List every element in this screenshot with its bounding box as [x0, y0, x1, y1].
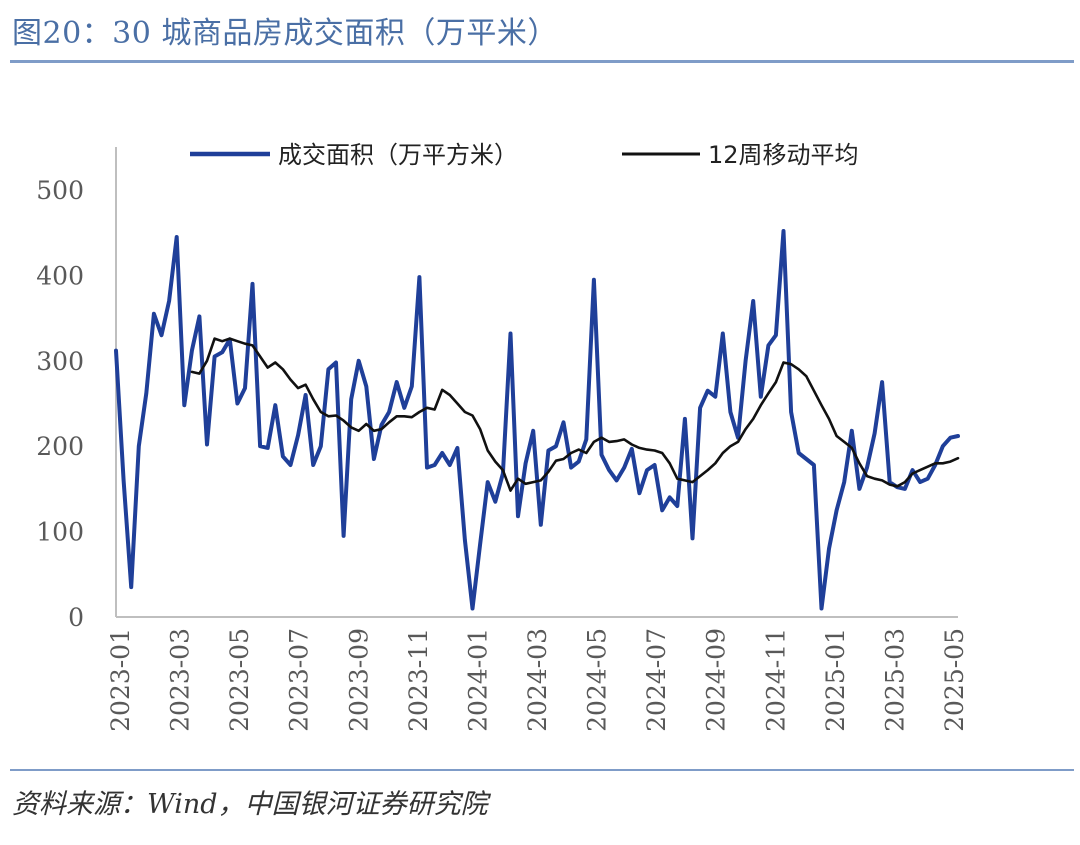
x-tick-label: 2024-07 [642, 628, 671, 732]
legend-label: 12周移动平均 [708, 141, 859, 169]
x-tick-label: 2024-03 [523, 628, 552, 732]
y-tick-label: 0 [68, 603, 84, 632]
y-tick-label: 200 [36, 432, 84, 461]
x-tick-label: 2024-05 [583, 628, 612, 732]
x-tick-label: 2023-11 [404, 628, 433, 732]
source-note: 资料来源：Wind，中国银河证券研究院 [12, 789, 488, 820]
x-tick-label: 2023-07 [285, 628, 314, 732]
page-title: 图20：30 城商品房成交面积（万平米） [12, 16, 558, 51]
y-tick-label: 400 [36, 261, 84, 290]
legend-label: 成交面积（万平方米） [278, 141, 518, 169]
x-tick-label: 2025-03 [880, 628, 909, 732]
x-tick-label: 2023-05 [225, 628, 254, 732]
title-divider [10, 60, 1074, 63]
x-axis-ticks: 2023-01 2023-03 2023-05 2023-07 2023-09 2023-… [106, 628, 969, 732]
y-tick-label: 100 [36, 518, 84, 547]
x-tick-label: 2023-01 [106, 628, 135, 732]
y-axis-ticks: 0 100 200 300 400 500 [36, 176, 84, 632]
series-line-area [114, 229, 960, 611]
x-tick-label: 2024-09 [702, 628, 731, 732]
x-tick-label: 2024-01 [463, 628, 492, 732]
series-line-moving-average [190, 337, 960, 492]
series-lines [114, 229, 960, 611]
y-tick-label: 300 [36, 347, 84, 376]
x-tick-label: 2025-01 [821, 628, 850, 732]
footer-divider [10, 769, 1074, 771]
x-tick-label: 2025-05 [940, 628, 969, 732]
x-tick-label: 2023-09 [344, 628, 373, 732]
legend: 成交面积（万平方米） 12周移动平均 [190, 141, 859, 169]
y-tick-label: 500 [36, 176, 84, 205]
x-tick-label: 2024-11 [761, 628, 790, 732]
x-tick-label: 2023-03 [166, 628, 195, 732]
